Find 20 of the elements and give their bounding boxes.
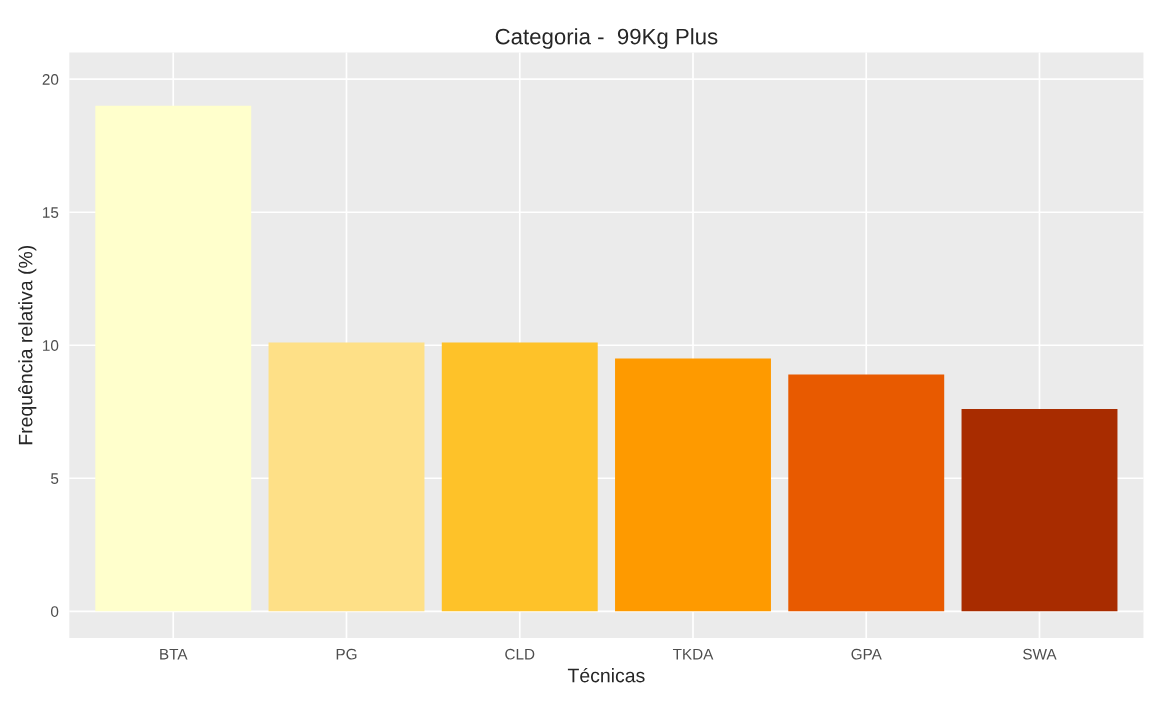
x-tick-label: CLD <box>505 648 535 660</box>
y-tick-label: 5 <box>51 473 59 484</box>
x-tick-label: BTA <box>160 648 188 660</box>
x-tick-label: TKDA <box>672 648 714 660</box>
bar <box>268 342 425 612</box>
y-tick-label: 15 <box>43 207 59 218</box>
bar <box>961 409 1118 612</box>
x-tick-label: GPA <box>851 648 882 660</box>
chart-title: Categoria - 99Kg Plus <box>495 28 718 49</box>
bar <box>788 374 945 612</box>
y-tick-label: 10 <box>43 340 59 351</box>
y-tick-label: 0 <box>50 606 59 617</box>
bar <box>95 105 252 612</box>
y-axis-title: Frequência relativa (%) <box>18 245 37 445</box>
x-axis-title: Técnicas <box>567 667 645 683</box>
bar <box>615 358 771 612</box>
y-tick-label: 20 <box>42 74 59 85</box>
bar <box>441 342 598 612</box>
x-tick-label: PG <box>336 648 357 660</box>
x-tick-label: SWA <box>1023 648 1057 660</box>
